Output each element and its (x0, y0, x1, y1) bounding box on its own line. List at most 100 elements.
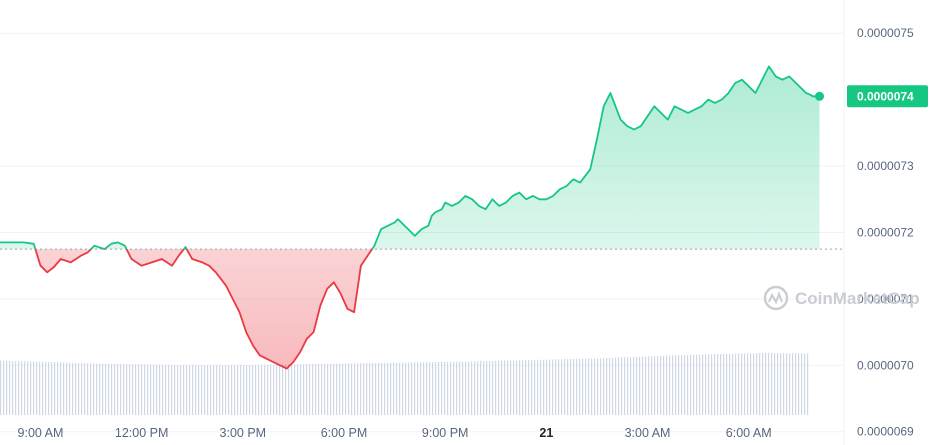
volume-bar (435, 362, 437, 415)
volume-bar (393, 362, 395, 415)
volume-bar (243, 365, 245, 415)
y-tick-label: 0.0000073 (857, 159, 914, 173)
volume-bar (168, 364, 170, 415)
x-tick-label: 9:00 AM (18, 426, 64, 440)
volume-bar (573, 359, 575, 415)
volume-bar (57, 362, 59, 415)
volume-bar (126, 364, 128, 415)
volume-bar (756, 353, 758, 415)
volume-bar (615, 357, 617, 415)
volume-bar (159, 364, 161, 415)
volume-bar (267, 364, 269, 415)
volume-bar (456, 361, 458, 415)
volume-bar (540, 359, 542, 415)
volume-bar (789, 353, 791, 415)
volume-bar (537, 359, 539, 415)
volume-bar (807, 353, 809, 415)
volume-bar (363, 363, 365, 415)
volume-bar (33, 361, 35, 415)
volume-bar (255, 364, 257, 415)
volume-bar (753, 353, 755, 415)
volume-bar (174, 364, 176, 415)
volume-bar (459, 361, 461, 415)
volume-bar (21, 361, 23, 415)
volume-bar (138, 364, 140, 415)
volume-bar (213, 365, 215, 415)
volume-bar (732, 353, 734, 415)
volume-bar (420, 362, 422, 415)
volume-bar (129, 364, 131, 415)
volume-bar (216, 365, 218, 415)
watermark-text: CoinMarketCap (795, 289, 920, 308)
volume-bar (762, 353, 764, 415)
volume-bar (741, 353, 743, 415)
volume-bar (165, 364, 167, 415)
volume-bar (528, 360, 530, 415)
volume-bar (372, 363, 374, 415)
volume-bars (0, 353, 809, 415)
volume-bar (9, 360, 11, 415)
volume-bar (531, 360, 533, 415)
volume-bar (414, 362, 416, 415)
volume-bar (354, 363, 356, 415)
volume-bar (759, 353, 761, 415)
volume-bar (738, 353, 740, 415)
volume-bar (639, 356, 641, 415)
volume-bar (144, 364, 146, 415)
volume-bar (342, 363, 344, 415)
volume-bar (744, 353, 746, 415)
volume-bar (549, 359, 551, 415)
coinmarketcap-watermark: CoinMarketCap (763, 285, 920, 311)
volume-bar (450, 361, 452, 415)
volume-bar (426, 362, 428, 415)
volume-bar (501, 360, 503, 415)
volume-bar (339, 363, 341, 415)
volume-bar (108, 363, 110, 415)
x-tick-label: 9:00 PM (422, 426, 469, 440)
volume-bar (591, 358, 593, 415)
volume-bar (234, 365, 236, 415)
volume-bar (654, 356, 656, 415)
volume-bar (561, 359, 563, 415)
volume-bar (552, 359, 554, 415)
volume-bar (99, 363, 101, 415)
volume-bar (708, 354, 710, 415)
volume-bar (75, 362, 77, 415)
volume-bar (132, 364, 134, 415)
volume-bar (375, 363, 377, 415)
volume-bar (180, 365, 182, 415)
volume-bar (36, 361, 38, 415)
y-tick-label: 0.0000075 (857, 26, 914, 40)
volume-bar (714, 354, 716, 415)
volume-bar (609, 357, 611, 415)
volume-bar (525, 360, 527, 415)
volume-bar (405, 362, 407, 415)
volume-bar (522, 360, 524, 415)
volume-bar (795, 353, 797, 415)
volume-bar (336, 363, 338, 415)
volume-bar (801, 353, 803, 415)
volume-bar (702, 354, 704, 415)
volume-bar (237, 365, 239, 415)
volume-bar (60, 362, 62, 415)
volume-bar (156, 364, 158, 415)
volume-bar (54, 362, 56, 415)
volume-bar (384, 362, 386, 415)
volume-bar (0, 360, 2, 415)
volume-bar (594, 358, 596, 415)
volume-bar (105, 363, 107, 415)
volume-bar (399, 362, 401, 415)
volume-bar (603, 358, 605, 415)
volume-bar (768, 353, 770, 415)
volume-bar (288, 364, 290, 415)
volume-bar (648, 356, 650, 415)
volume-bar (408, 362, 410, 415)
volume-bar (111, 363, 113, 415)
volume-bar (423, 362, 425, 415)
volume-bar (273, 364, 275, 415)
volume-bar (228, 365, 230, 415)
volume-bar (93, 363, 95, 415)
volume-bar (495, 360, 497, 415)
last-price-dot (815, 91, 825, 101)
x-tick-label: 21 (539, 426, 553, 440)
